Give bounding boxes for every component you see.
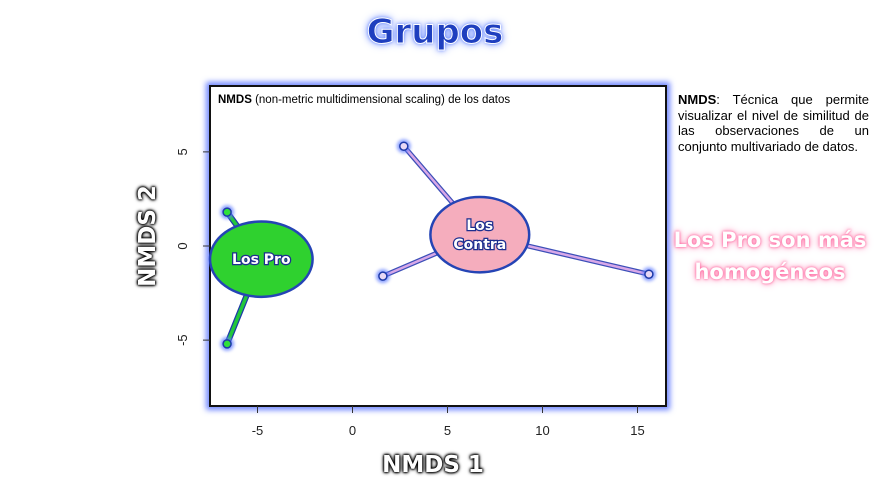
description-term: NMDS (678, 92, 717, 107)
data-point (378, 271, 388, 281)
x-axis-label: NMDS 1 (0, 452, 884, 478)
conclusion-text: Los Pro son más homogéneos (673, 228, 867, 284)
y-axis-label: NMDS 2 (135, 185, 161, 287)
x-tick-label: 0 (349, 423, 356, 438)
group-ellipse (429, 195, 531, 274)
data-point (644, 269, 654, 279)
group-label: Los Pro (232, 252, 291, 268)
x-axis-label-text: NMDS 1 (382, 452, 484, 478)
page-title: Grupos (366, 12, 504, 53)
x-tick-label: 5 (444, 423, 451, 438)
data-point (222, 339, 232, 349)
y-tick-label: 0 (175, 242, 190, 249)
group-label: Contra (453, 237, 506, 253)
data-point (222, 207, 232, 217)
y-tick-label: 5 (175, 148, 190, 155)
plot-title-bold: NMDS (218, 94, 252, 106)
plot-title-rest: (non-metric multidimensional scaling) de… (252, 94, 510, 106)
x-tick-label: -5 (252, 423, 264, 438)
group-label: Los (466, 218, 493, 234)
y-tick-label: -5 (175, 334, 190, 346)
description-text: : Técnica que permite visualizar el nive… (678, 92, 869, 154)
data-point (399, 141, 409, 151)
x-tick-label: 10 (535, 423, 549, 438)
plot-title: NMDS (non-metric multidimensional scalin… (218, 94, 510, 106)
group-ellipse (208, 220, 314, 299)
x-tick-label: 15 (630, 423, 644, 438)
nmds-description: NMDS: Técnica que permite visualizar el … (678, 92, 869, 154)
